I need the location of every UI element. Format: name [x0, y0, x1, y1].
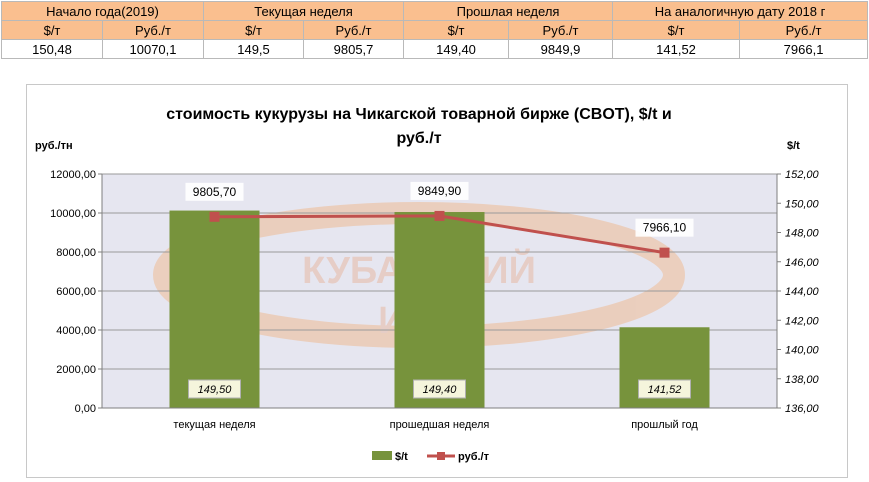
summary-group-header: Начало года(2019) — [0, 1, 205, 21]
summary-unit-cell: Руб./т — [303, 20, 405, 40]
y-right-tick-label: 138,00 — [785, 374, 820, 386]
line-point — [659, 247, 670, 258]
summary-header-row: Начало года(2019) Текущая неделя Прошлая… — [0, 1, 869, 21]
y-right-tick-label: 150,00 — [785, 198, 820, 210]
y-right-tick-label: 142,00 — [785, 315, 820, 327]
line-point — [209, 211, 220, 222]
y-right-tick-label: 148,00 — [785, 228, 820, 240]
bar-data-label-box — [413, 379, 466, 399]
bar-data-label: 141,52 — [648, 384, 682, 396]
line-point — [434, 210, 445, 221]
y-right-tick-label: 136,00 — [785, 403, 820, 415]
y-left-tick-label: 2000,00 — [56, 364, 96, 376]
bar-data-label: 149,40 — [423, 384, 458, 396]
summary-group-header: На аналогичную дату 2018 г — [612, 1, 869, 21]
summary-value-cell: 9805,7 — [303, 39, 405, 59]
y-left-tick-label: 0,00 — [75, 403, 96, 415]
line-data-label-box — [185, 182, 244, 201]
summary-unit-cell: $/т — [612, 20, 741, 40]
line-data-label: 7966,10 — [643, 221, 687, 235]
y-left-tick-label: 12000,00 — [50, 169, 96, 181]
summary-unit-cell: Руб./т — [508, 20, 614, 40]
summary-unit-cell: Руб./т — [739, 20, 869, 40]
line-data-label: 9849,90 — [418, 184, 462, 198]
summary-value-cell: 150,48 — [1, 39, 103, 59]
summary-value-cell: 7966,1 — [739, 39, 869, 59]
bar-data-label-box — [188, 379, 241, 399]
y-left-tick-label: 6000,00 — [56, 286, 96, 298]
summary-unit-cell: $/т — [203, 20, 305, 40]
chart-title-line-1: стоимость кукурузы на Чикагской товарной… — [166, 106, 671, 123]
chart-container: КУБАНСКИЙИНД 0,002000,004000,006000,0080… — [26, 84, 848, 478]
y-right-tick-label: 140,00 — [785, 345, 820, 357]
y-right-tick-label: 144,00 — [785, 286, 820, 298]
legend-swatch-marker — [437, 452, 445, 460]
combo-chart: КУБАНСКИЙИНД 0,002000,004000,006000,0080… — [35, 106, 820, 463]
summary-values-row: 150,48 10070,1 149,5 9805,7 149,40 9849,… — [1, 39, 869, 59]
line-data-label-box — [635, 218, 694, 237]
y-right-tick-label: 146,00 — [785, 257, 820, 269]
summary-value-cell: 10070,1 — [101, 39, 205, 59]
bar-data-label-box — [638, 379, 691, 399]
summary-unit-cell: $/т — [1, 20, 103, 40]
chart-title-line-2: руб./т — [396, 130, 441, 147]
summary-value-cell: 9849,9 — [508, 39, 614, 59]
bar — [394, 212, 485, 408]
summary-unit-cell: Руб./т — [101, 20, 205, 40]
y-left-tick-label: 10000,00 — [50, 208, 96, 220]
x-tick-label: прошлый год — [631, 419, 698, 431]
y-right-tick-label: 152,00 — [785, 169, 820, 181]
x-tick-label: текущая неделя — [173, 419, 255, 431]
summary-units-row: $/т Руб./т $/т Руб./т $/т Руб./т $/т Руб… — [1, 20, 869, 40]
bar — [169, 210, 260, 408]
summary-value-cell: 141,52 — [612, 39, 741, 59]
y-left-tick-label: 8000,00 — [56, 247, 96, 259]
summary-group-header: Текущая неделя — [203, 1, 405, 21]
y-left-axis-label: руб./тн — [35, 140, 73, 152]
summary-value-cell: 149,5 — [203, 39, 305, 59]
summary-unit-cell: $/т — [403, 20, 510, 40]
y-left-tick-label: 4000,00 — [56, 325, 96, 337]
legend-label: руб./т — [458, 451, 490, 463]
y-right-axis-label: $/t — [787, 140, 800, 152]
summary-table: Начало года(2019) Текущая неделя Прошлая… — [0, 1, 869, 59]
summary-group-header: Прошлая неделя — [403, 1, 614, 21]
line-data-label: 9805,70 — [193, 185, 237, 199]
x-tick-label: прошедшая неделя — [390, 419, 490, 431]
line-data-label-box — [410, 181, 469, 200]
legend-swatch-bar — [372, 451, 392, 460]
bar-data-label: 149,50 — [198, 384, 233, 396]
summary-value-cell: 149,40 — [403, 39, 510, 59]
legend-label: $/t — [395, 451, 408, 463]
